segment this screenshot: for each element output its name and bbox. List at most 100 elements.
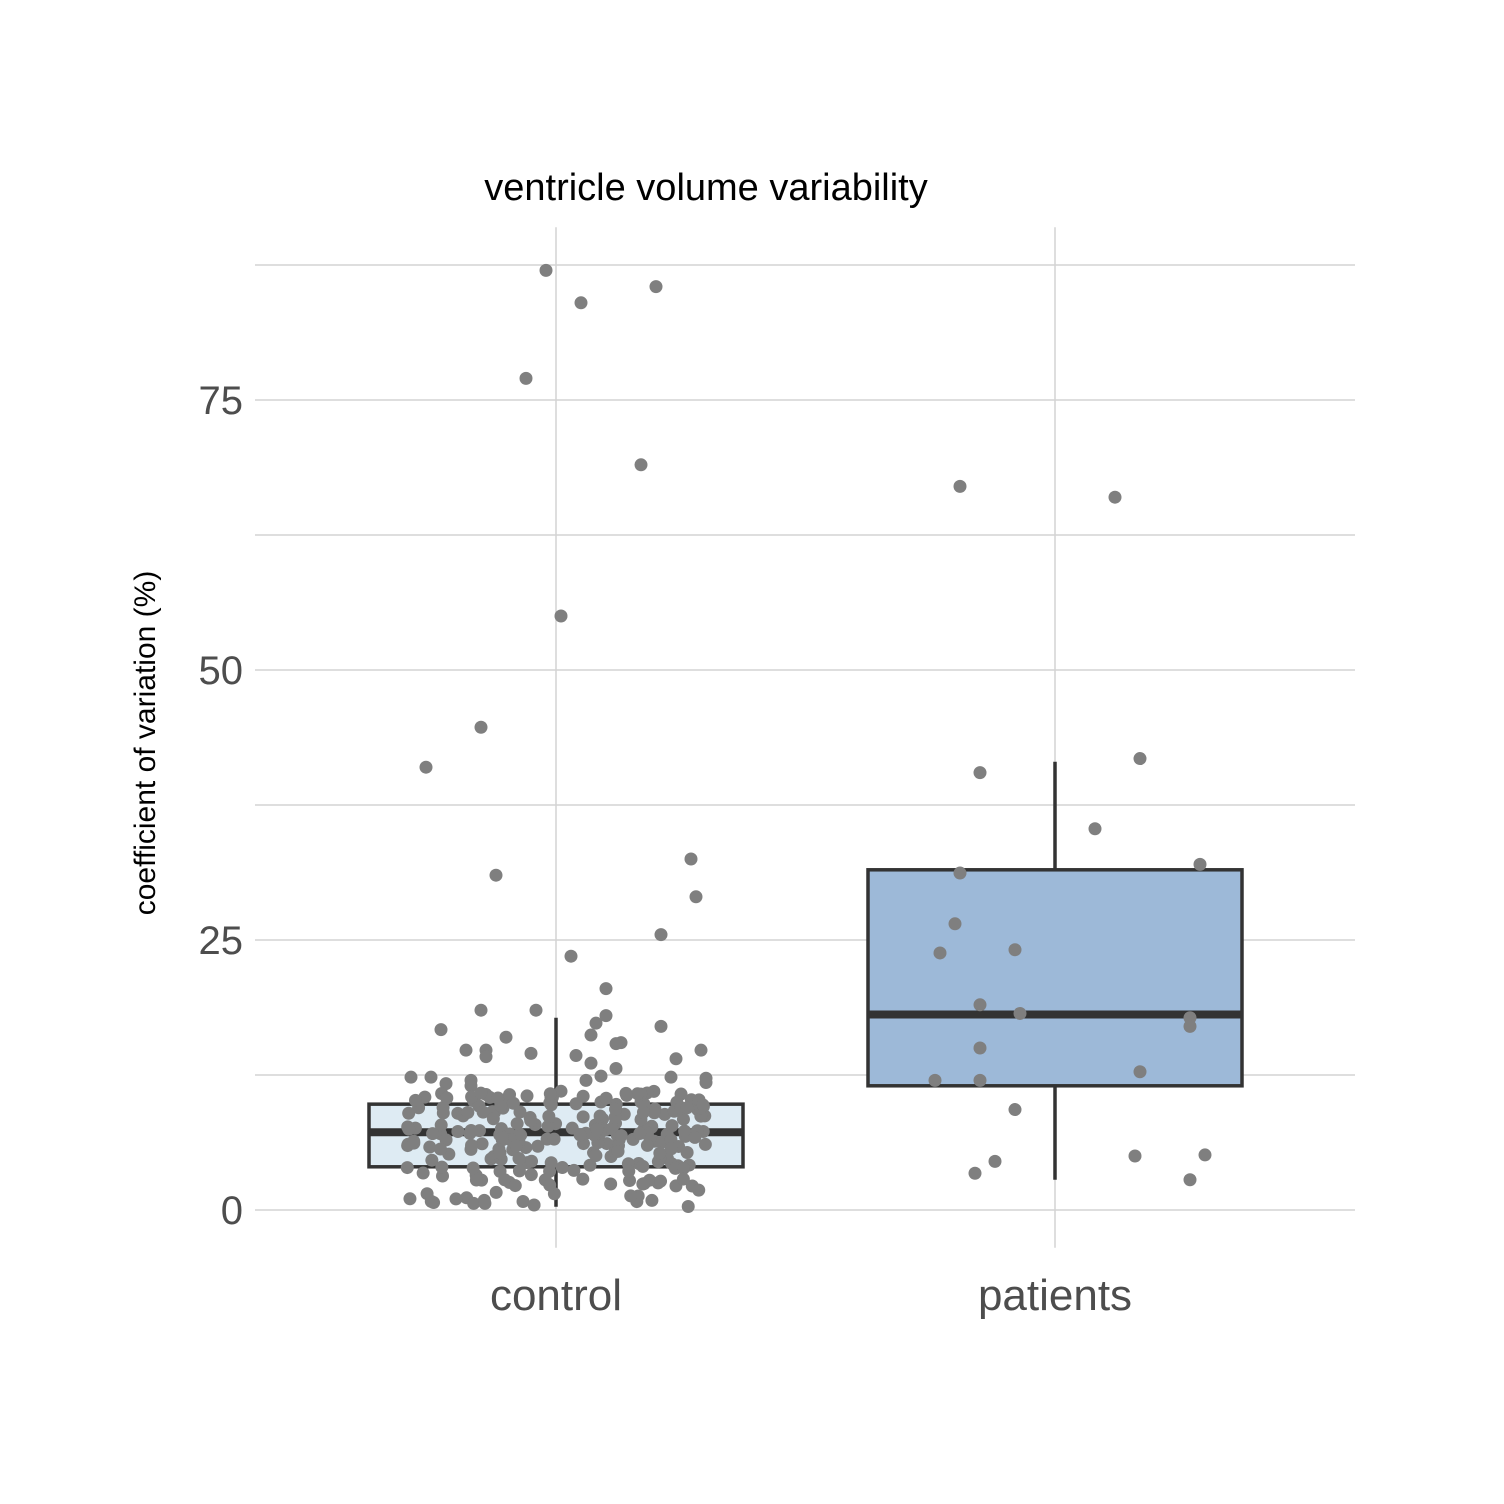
data-point-control [478,1196,492,1210]
data-point-patients [1183,1019,1197,1033]
y-axis-label: coefficient of variation (%) [129,571,162,916]
data-point-control [466,1161,480,1175]
jitter-points [400,263,1212,1214]
data-point-control [423,1140,437,1154]
data-point-patients [948,917,962,931]
data-point-control [543,1178,557,1192]
data-point-control [604,1177,618,1191]
data-point-control [409,1093,423,1107]
data-point-control [684,852,698,866]
data-point-patients [1133,1065,1147,1079]
data-point-control [583,1158,597,1172]
data-point-control [665,1119,679,1133]
data-point-control [614,1129,628,1143]
data-point-control [547,1132,561,1146]
data-point-control [508,1179,522,1193]
chart-title: ventricle volume variability [484,167,928,209]
data-point-control [476,1105,490,1119]
x-tick-label-patients: patients [978,1271,1132,1320]
data-point-control [544,1098,558,1112]
data-point-control [424,1070,438,1084]
data-point-control [669,1052,683,1066]
data-point-control [636,1105,650,1119]
data-point-control [680,1146,694,1160]
y-tick-label: 75 [199,379,244,423]
data-point-control [599,1009,613,1023]
data-point-control [402,1106,416,1120]
data-point-patients [953,866,967,880]
data-point-control [640,1138,654,1152]
data-point-control [539,263,553,277]
data-point-control [469,1173,483,1187]
data-point-control [611,1144,625,1158]
data-point-control [620,1088,634,1102]
data-point-patients [1013,1006,1027,1020]
data-point-control [664,1070,678,1084]
data-point-control [676,1112,690,1126]
data-point-control [464,1123,478,1137]
data-point-control [680,1101,694,1115]
data-point-control [479,1050,493,1064]
y-tick-label: 0 [221,1189,243,1233]
data-point-patients [1193,857,1207,871]
y-tick-label: 50 [199,649,244,693]
data-point-control [434,1118,448,1132]
data-point-control [475,1137,489,1151]
data-point-control [449,1192,463,1206]
data-point-control [594,1069,608,1083]
data-point-control [435,1160,449,1174]
data-point-control [474,720,488,734]
data-point-control [516,1195,530,1209]
data-point-control [645,1193,659,1207]
data-point-patients [1108,490,1122,504]
data-point-control [698,1137,712,1151]
data-point-control [506,1096,520,1110]
data-point-control [404,1070,418,1084]
data-point-control [512,1164,526,1178]
data-point-control [589,1016,603,1030]
data-point-control [474,1086,488,1100]
data-point-control [564,949,578,963]
data-point-control [543,1087,557,1101]
data-point-control [531,1139,545,1153]
data-point-control [584,1056,598,1070]
data-point-control [491,1091,505,1105]
data-point-patients [973,1041,987,1055]
data-point-control [696,1098,710,1112]
y-tick-label: 25 [199,919,244,963]
data-point-control [416,1166,430,1180]
data-point-control [676,1161,690,1175]
data-point-patients [973,766,987,780]
data-point-control [622,1164,636,1178]
data-point-control [451,1124,465,1138]
data-point-control [681,1200,695,1214]
data-point-control [654,1019,668,1033]
data-point-patients [988,1154,1002,1168]
data-point-control [461,1105,475,1119]
data-point-control [699,1076,713,1090]
data-point-patients [953,479,967,493]
data-point-control [590,1122,604,1136]
data-point-control [509,1139,523,1153]
box-patients [866,761,1244,1180]
data-point-control [525,1154,539,1168]
data-point-control [664,1142,678,1156]
data-point-control [520,1089,534,1103]
data-point-control [649,280,663,294]
data-point-control [527,1198,541,1212]
data-point-control [589,1149,603,1163]
data-point-patients [1008,1103,1022,1117]
data-point-control [554,609,568,623]
data-point-control [569,1097,583,1111]
data-point-control [426,1127,440,1141]
data-point-patients [1008,943,1022,957]
x-tick-label-control: control [490,1271,622,1320]
data-point-control [403,1192,417,1206]
data-point-control [464,1079,478,1093]
data-point-control [493,1146,507,1160]
data-point-control [689,890,703,904]
data-point-control [424,1194,438,1208]
data-point-control [474,1003,488,1017]
data-point-control [631,1087,645,1101]
